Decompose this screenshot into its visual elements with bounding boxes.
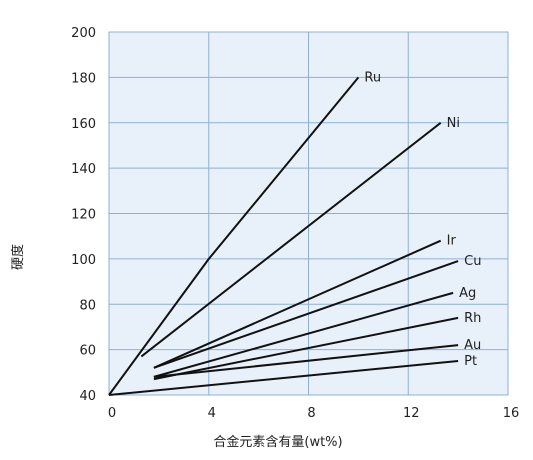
x-axis-ticks: 0 4 8 12 16 — [108, 406, 519, 421]
plot-border — [108, 31, 509, 396]
x-tick-label: 16 — [503, 406, 520, 421]
y-axis-ticks: 40 60 80 100 120 140 160 180 200 — [71, 26, 96, 404]
series-label-ru: Ru — [364, 70, 381, 85]
series-line-pt — [108, 360, 459, 396]
y-tick-label: 100 — [71, 253, 96, 268]
series-line-ir — [153, 239, 442, 369]
series-label-ni: Ni — [447, 116, 460, 131]
y-axis-title: 硬度 — [10, 244, 26, 270]
series-line-ru — [108, 76, 360, 396]
series-line-rh — [153, 316, 459, 381]
series-line-au — [153, 344, 459, 378]
x-tick-label: 12 — [403, 406, 420, 421]
series-label-ag: Ag — [459, 286, 476, 301]
series-line-cu — [153, 260, 459, 369]
series-label-ir: Ir — [447, 234, 457, 249]
x-tick-label: 4 — [208, 406, 216, 421]
series-label-pt: Pt — [464, 354, 477, 369]
x-tick-label: 0 — [108, 406, 116, 421]
series-label-cu: Cu — [464, 254, 481, 269]
series-lines — [108, 76, 459, 396]
y-tick-label: 60 — [79, 344, 96, 359]
series-label-au: Au — [464, 338, 481, 353]
x-axis-title: 合金元素含有量(wt%) — [213, 434, 342, 450]
series-line-ni — [140, 122, 442, 358]
series-line-ag — [153, 291, 454, 378]
x-tick-label: 8 — [307, 406, 315, 421]
y-tick-label: 160 — [71, 117, 96, 132]
y-tick-label: 140 — [71, 162, 96, 177]
y-tick-label: 80 — [79, 298, 96, 313]
y-tick-label: 180 — [71, 71, 96, 86]
y-tick-label: 200 — [71, 26, 96, 41]
y-tick-label: 120 — [71, 208, 96, 223]
series-label-rh: Rh — [464, 311, 481, 326]
y-tick-label: 40 — [79, 389, 96, 404]
